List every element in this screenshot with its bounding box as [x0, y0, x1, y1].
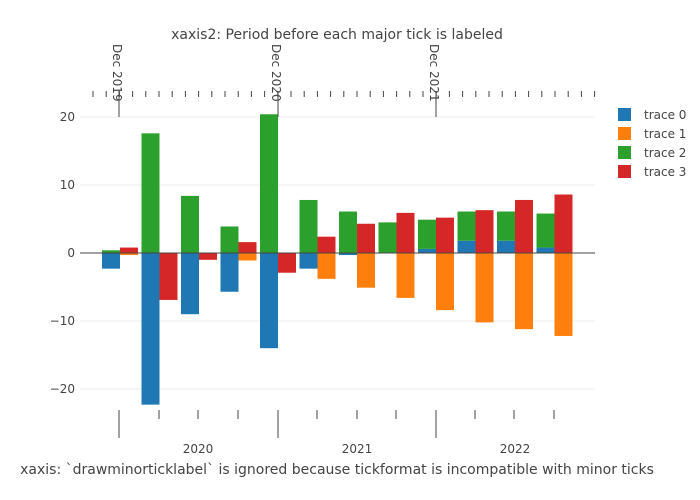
legend-label: trace 0: [644, 108, 686, 122]
bar-trace-1[interactable]: [515, 253, 533, 330]
bar-trace-3[interactable]: [396, 212, 415, 253]
bar-trace-2[interactable]: [339, 211, 357, 253]
legend-swatch: [618, 127, 631, 140]
bar-trace-0[interactable]: [497, 240, 515, 253]
bar-trace-0[interactable]: [536, 247, 555, 253]
legend-item[interactable]: trace 1: [618, 127, 686, 141]
top-axis: Dec 2019 Dec 2020 Dec 2021: [92, 44, 596, 117]
bottom-axis-label: 2021: [342, 442, 373, 456]
bar-trace-0[interactable]: [339, 253, 357, 256]
bar-trace-1[interactable]: [436, 253, 454, 311]
bar-trace-3[interactable]: [278, 253, 296, 273]
legend-swatch: [618, 165, 631, 178]
bars: [102, 114, 573, 405]
bar-trace-1[interactable]: [475, 253, 494, 323]
legend-swatch: [618, 146, 631, 159]
bar-trace-1[interactable]: [554, 253, 573, 336]
bar-trace-3[interactable]: [159, 253, 178, 300]
legend[interactable]: trace 0 trace 1 trace 2 trace 3: [618, 108, 686, 179]
bar-trace-2[interactable]: [536, 213, 555, 248]
grid: [80, 116, 595, 390]
bar-trace-2[interactable]: [220, 226, 239, 253]
bar-trace-3[interactable]: [199, 253, 217, 260]
bar-trace-0[interactable]: [181, 253, 199, 315]
bar-trace-0[interactable]: [418, 248, 436, 253]
top-axis-label: Dec 2019: [110, 44, 124, 102]
legend-item[interactable]: trace 0: [618, 108, 686, 122]
bar-trace-3[interactable]: [475, 210, 494, 253]
bar-trace-3[interactable]: [436, 217, 454, 253]
bar-trace-2[interactable]: [181, 195, 199, 253]
bar-trace-0[interactable]: [299, 253, 318, 269]
top-axis-label: Dec 2021: [427, 44, 441, 102]
legend-item[interactable]: trace 3: [618, 165, 686, 179]
bar-trace-1[interactable]: [357, 253, 375, 288]
legend-swatch: [618, 108, 631, 121]
y-tick-label: 20: [60, 110, 75, 124]
y-ticks: −20 −10 0 10 20: [50, 110, 75, 396]
bar-trace-0[interactable]: [220, 253, 239, 292]
legend-item[interactable]: trace 2: [618, 146, 686, 160]
bar-trace-3[interactable]: [317, 236, 336, 253]
bar-trace-3[interactable]: [554, 194, 573, 253]
bar-trace-1[interactable]: [238, 253, 257, 261]
bar-trace-2[interactable]: [418, 219, 436, 249]
y-tick-label: 0: [67, 246, 75, 260]
legend-label: trace 3: [644, 165, 686, 179]
top-axis-label: Dec 2020: [269, 44, 283, 102]
bottom-axis: 2020 2021 2022: [118, 410, 555, 456]
bar-trace-0[interactable]: [141, 253, 160, 405]
bar-trace-0[interactable]: [457, 240, 476, 253]
bar-trace-2[interactable]: [378, 222, 397, 253]
bar-trace-0[interactable]: [102, 253, 120, 269]
bar-trace-2[interactable]: [260, 114, 278, 253]
bar-trace-3[interactable]: [238, 242, 257, 253]
bar-trace-2[interactable]: [141, 133, 160, 253]
bar-trace-3[interactable]: [120, 247, 138, 253]
chart-title: xaxis2: Period before each major tick is…: [171, 27, 503, 43]
bar-trace-2[interactable]: [497, 211, 515, 241]
legend-label: trace 2: [644, 146, 686, 160]
bar-trace-2[interactable]: [102, 250, 120, 253]
y-tick-label: 10: [60, 178, 75, 192]
bar-trace-3[interactable]: [357, 223, 375, 253]
y-tick-label: −10: [50, 314, 75, 328]
bottom-axis-label: 2022: [500, 442, 531, 456]
bar-trace-2[interactable]: [299, 199, 318, 253]
x-axis-title: xaxis: `drawminorticklabel` is ignored b…: [20, 462, 654, 478]
bar-trace-3[interactable]: [515, 199, 533, 253]
y-tick-label: −20: [50, 382, 75, 396]
bar-trace-1[interactable]: [120, 253, 138, 256]
bar-trace-0[interactable]: [260, 253, 278, 349]
bar-trace-1[interactable]: [396, 253, 415, 298]
bar-trace-1[interactable]: [317, 253, 336, 279]
legend-label: trace 1: [644, 127, 686, 141]
bar-trace-2[interactable]: [457, 211, 476, 241]
bottom-axis-label: 2020: [183, 442, 214, 456]
